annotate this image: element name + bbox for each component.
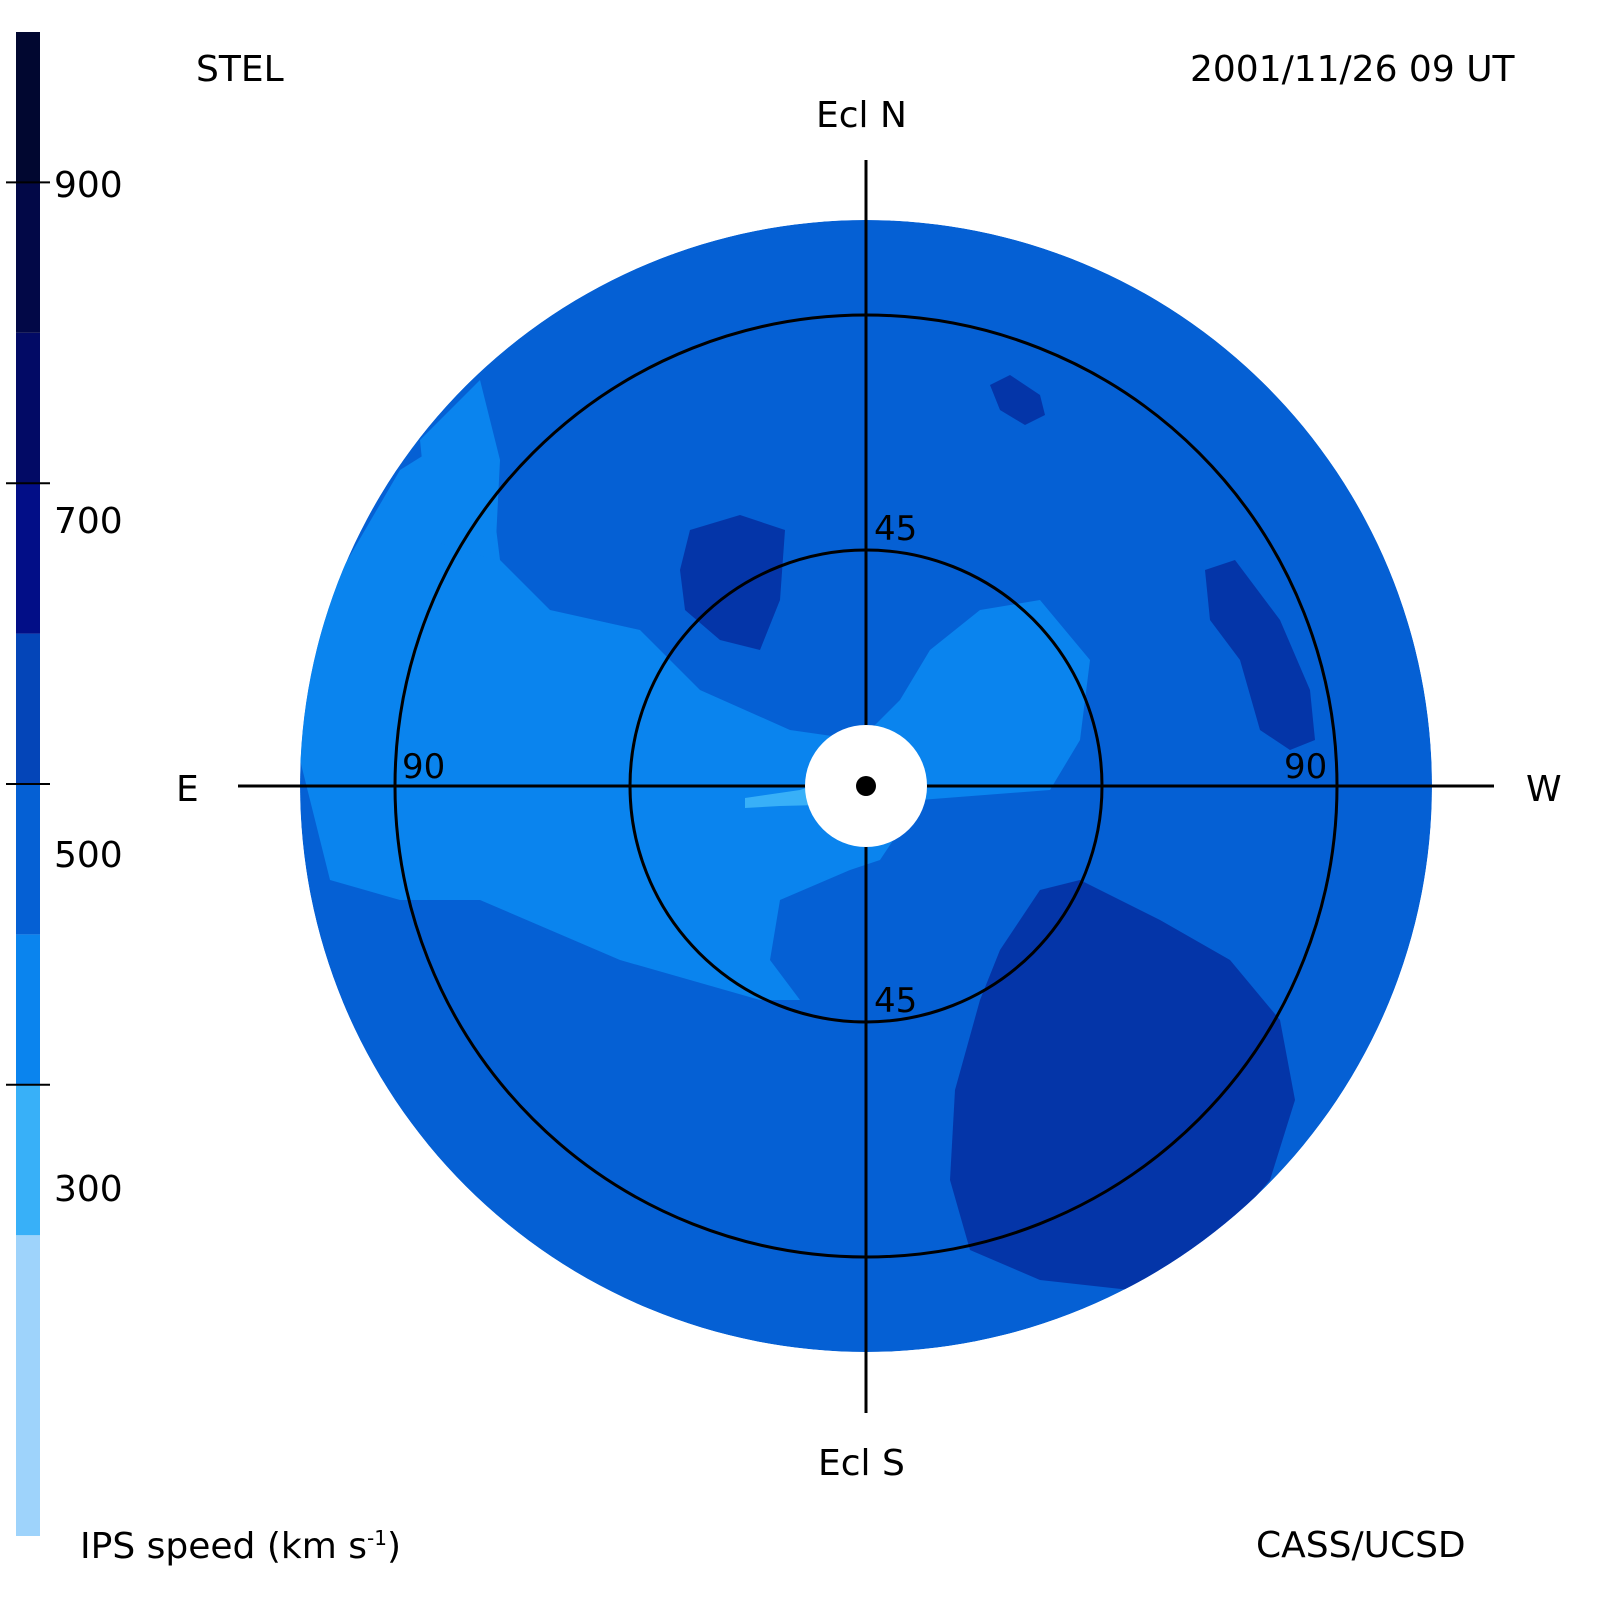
timestamp-label: 2001/11/26 09 UT — [1190, 49, 1515, 90]
colorbar-tick-label: 300 — [54, 1169, 123, 1210]
colorbar-band — [16, 32, 40, 183]
ring-45-bottom-label: 45 — [874, 981, 918, 1021]
slow-wind-region — [300, 420, 1090, 1000]
ecliptic-north-label: Ecl N — [816, 95, 907, 136]
colorbar-band — [16, 784, 40, 935]
colorbar-title: IPS speed (km s-1) — [80, 1528, 401, 1565]
east-label: E — [176, 769, 199, 810]
observatory-label: STEL — [196, 49, 284, 90]
colorbar-title-exponent: -1 — [366, 1526, 387, 1550]
ring-90-right-label: 90 — [1284, 747, 1328, 787]
fast-wind-region-south — [950, 880, 1295, 1290]
colorbar — [6, 32, 50, 1536]
colorbar-band — [16, 332, 40, 484]
fast-wind-region-north — [680, 515, 785, 650]
colorbar-tick-label: 900 — [54, 165, 123, 206]
sun-center-dot — [856, 776, 876, 796]
colorbar-band — [16, 934, 40, 1085]
ecliptic-south-label: Ecl S — [818, 1443, 905, 1484]
colorbar-title-main: IPS speed (km s — [80, 1526, 367, 1567]
colorbar-band — [16, 1084, 40, 1236]
colorbar-band — [16, 182, 40, 333]
ring-45-top-label: 45 — [874, 509, 918, 549]
ring-90-left-label: 90 — [402, 747, 446, 787]
colorbar-band — [16, 483, 40, 634]
colorbar-title-close: ) — [386, 1526, 401, 1567]
fast-wind-region-ne — [990, 375, 1045, 425]
credit-label: CASS/UCSD — [1256, 1525, 1466, 1566]
colorbar-tick-label: 700 — [54, 501, 123, 542]
fast-wind-region-west — [1205, 560, 1315, 750]
colorbar-tick-label: 500 — [54, 835, 123, 876]
colorbar-band — [16, 1235, 40, 1536]
west-label: W — [1526, 769, 1562, 810]
colorbar-band — [16, 633, 40, 784]
